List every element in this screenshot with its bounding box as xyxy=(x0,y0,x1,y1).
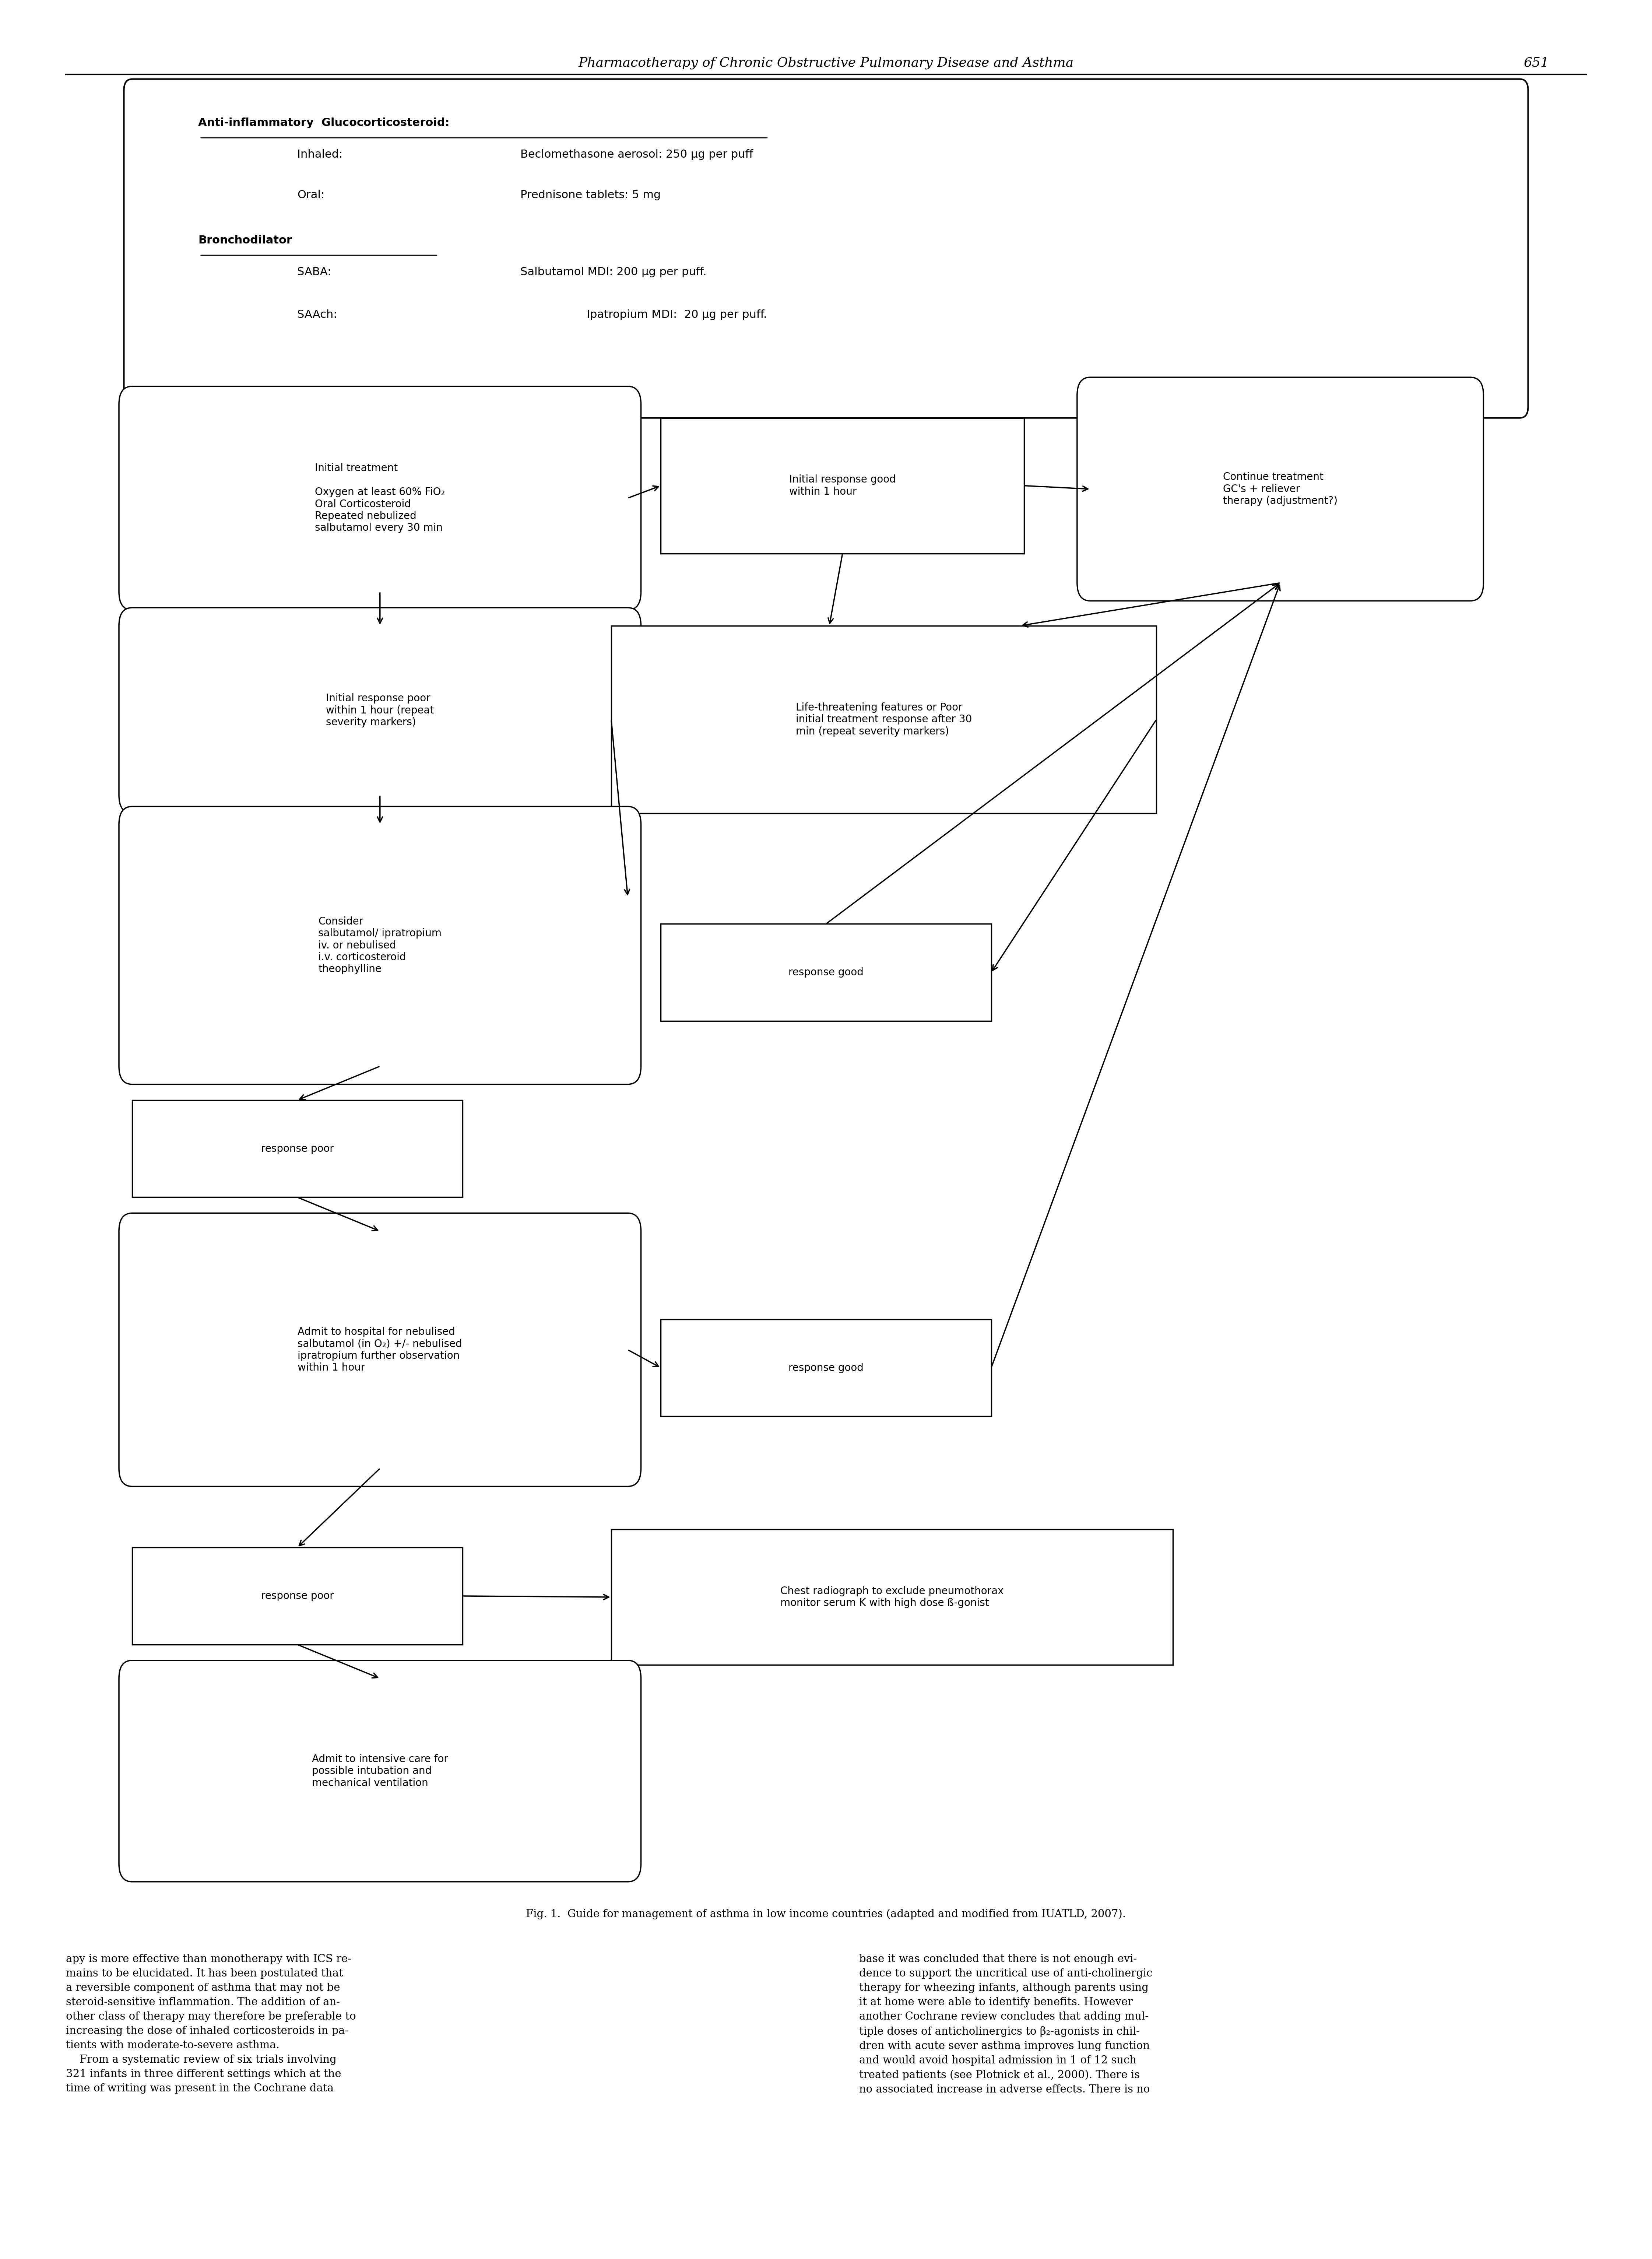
Text: Salbutamol MDI: 200 μg per puff.: Salbutamol MDI: 200 μg per puff. xyxy=(520,267,707,278)
Text: response poor: response poor xyxy=(261,1143,334,1154)
FancyBboxPatch shape xyxy=(119,386,641,610)
Text: SAAch:: SAAch: xyxy=(297,309,337,321)
Bar xyxy=(132,1547,463,1645)
Text: Inhaled:: Inhaled: xyxy=(297,149,342,160)
Text: Initial response poor
within 1 hour (repeat
severity markers): Initial response poor within 1 hour (rep… xyxy=(325,694,434,727)
Bar xyxy=(661,924,991,1021)
FancyBboxPatch shape xyxy=(119,806,641,1084)
Bar xyxy=(132,1100,463,1197)
Text: response poor: response poor xyxy=(261,1590,334,1602)
Text: Ipatropium MDI:  20 μg per puff.: Ipatropium MDI: 20 μg per puff. xyxy=(586,309,767,321)
Text: Pharmacotherapy of Chronic Obstructive Pulmonary Disease and Asthma: Pharmacotherapy of Chronic Obstructive P… xyxy=(578,56,1074,70)
Text: Fig. 1.  Guide for management of asthma in low income countries (adapted and mod: Fig. 1. Guide for management of asthma i… xyxy=(525,1909,1127,1920)
FancyBboxPatch shape xyxy=(119,1213,641,1486)
FancyBboxPatch shape xyxy=(124,79,1528,418)
Text: Chest radiograph to exclude pneumothorax
monitor serum K with high dose ß-gonist: Chest radiograph to exclude pneumothorax… xyxy=(780,1586,1004,1608)
Text: Oral:: Oral: xyxy=(297,190,325,201)
Text: Initial response good
within 1 hour: Initial response good within 1 hour xyxy=(790,474,895,497)
Text: Admit to intensive care for
possible intubation and
mechanical ventilation: Admit to intensive care for possible int… xyxy=(312,1753,448,1789)
Text: Continue treatment
GC's + reliever
therapy (adjustment?): Continue treatment GC's + reliever thera… xyxy=(1222,472,1338,506)
FancyBboxPatch shape xyxy=(119,1660,641,1882)
Bar xyxy=(611,1529,1173,1665)
Text: Consider
salbutamol/ ipratropium
iv. or nebulised
i.v. corticosteroid
theophylli: Consider salbutamol/ ipratropium iv. or … xyxy=(319,917,441,974)
Text: Prednisone tablets: 5 mg: Prednisone tablets: 5 mg xyxy=(520,190,661,201)
Text: SABA:: SABA: xyxy=(297,267,332,278)
Text: response good: response good xyxy=(788,967,864,978)
Text: Anti-inflammatory  Glucocorticosteroid:: Anti-inflammatory Glucocorticosteroid: xyxy=(198,117,449,129)
Text: Initial treatment

Oxygen at least 60% FiO₂
Oral Corticosteroid
Repeated nebuliz: Initial treatment Oxygen at least 60% Fi… xyxy=(316,463,444,533)
Text: Bronchodilator: Bronchodilator xyxy=(198,235,292,246)
Text: response good: response good xyxy=(788,1362,864,1373)
Text: apy is more effective than monotherapy with ICS re-
mains to be elucidated. It h: apy is more effective than monotherapy w… xyxy=(66,1954,357,2094)
FancyBboxPatch shape xyxy=(1077,377,1483,601)
Text: Admit to hospital for nebulised
salbutamol (in O₂) +/- nebulised
ipratropium fur: Admit to hospital for nebulised salbutam… xyxy=(297,1326,463,1373)
Bar xyxy=(661,1319,991,1416)
Text: Beclomethasone aerosol: 250 μg per puff: Beclomethasone aerosol: 250 μg per puff xyxy=(520,149,753,160)
Bar xyxy=(611,626,1156,813)
Text: Life-threatening features or Poor
initial treatment response after 30
min (repea: Life-threatening features or Poor initia… xyxy=(796,703,971,736)
FancyBboxPatch shape xyxy=(119,608,641,813)
Text: base it was concluded that there is not enough evi-
dence to support the uncriti: base it was concluded that there is not … xyxy=(859,1954,1153,2094)
Text: 651: 651 xyxy=(1523,56,1550,70)
Bar xyxy=(661,418,1024,553)
